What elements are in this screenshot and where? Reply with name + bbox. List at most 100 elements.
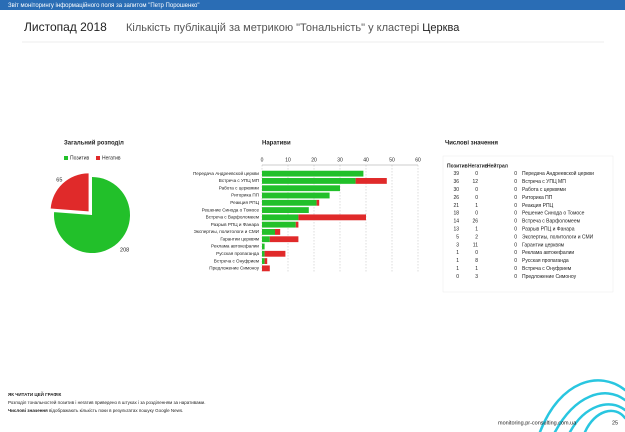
table-number: 36 <box>453 179 459 185</box>
bar-segment <box>262 229 275 235</box>
bar-segment <box>269 236 299 243</box>
table-number: 0 <box>514 266 517 272</box>
legend-label: Позитив <box>70 156 89 162</box>
y-tick-label: Встреча с УПЦ МП <box>219 178 259 183</box>
bar-segment <box>262 250 265 257</box>
y-tick-label: Риторика ПП <box>231 193 259 198</box>
table-number: 0 <box>475 171 478 177</box>
bar-segment <box>262 185 340 192</box>
table-number: 0 <box>514 203 517 209</box>
decoration <box>538 379 625 432</box>
table-number: 0 <box>475 250 478 256</box>
table-label: Гарантии церквям <box>522 242 565 248</box>
table-label: Реакция РПЦ <box>522 203 554 209</box>
x-tick-label: 60 <box>415 157 421 163</box>
bar-segment <box>262 265 270 272</box>
table-number: 11 <box>473 242 478 248</box>
pie-label: 65 <box>56 177 62 183</box>
banner <box>0 0 625 10</box>
banner-text: Звіт моніторингу інформаційного поля за … <box>8 2 200 9</box>
y-tick-label: Экспертиы, политологи и СМИ <box>194 229 259 234</box>
footer-line1: Розподіл тональностей позитив і негатив … <box>8 399 205 405</box>
x-tick-label: 50 <box>389 157 395 163</box>
y-tick-label: Встреча с Варфоломеем <box>206 215 259 220</box>
footer-text: відображають кількість поки в результата… <box>48 408 184 413</box>
footer-bold: Числові значення <box>8 408 48 413</box>
table-number: 0 <box>475 211 478 217</box>
table-label: Разрыв РПЦ и Фанара <box>522 227 575 233</box>
bar-segment <box>264 258 268 264</box>
y-tick-label: Передача Андреевской церкви <box>193 170 259 176</box>
table-label: Риторика ПП <box>522 195 553 201</box>
bar-segment <box>262 214 299 221</box>
x-tick-label: 0 <box>261 157 264 163</box>
bar-segment <box>264 250 286 257</box>
table-label: Предложение Симоноу <box>522 274 577 280</box>
table-number: 30 <box>453 187 459 193</box>
pie-slice <box>50 173 89 212</box>
page-number: 25 <box>612 420 618 426</box>
table-header: Позитив <box>447 163 468 169</box>
bar-segment <box>262 258 265 264</box>
footer-heading: ЯК ЧИТАТИ ЦЕЙ ГРАФІК <box>8 390 62 397</box>
legend-swatch <box>96 156 100 160</box>
legend-swatch <box>64 156 68 160</box>
table-number: 0 <box>514 274 517 280</box>
table-number: 0 <box>514 171 517 177</box>
table-number: 1 <box>475 203 478 209</box>
pie-label: 208 <box>120 248 129 254</box>
bar-title: Наративи <box>262 141 291 147</box>
cluster: Церква <box>422 22 460 34</box>
table-number: 13 <box>453 227 459 233</box>
table-number: 0 <box>514 179 517 185</box>
x-tick-label: 30 <box>337 157 343 163</box>
table-label: Реклама автокефалии <box>522 250 574 256</box>
y-tick-label: Реклама автокефалии <box>211 244 259 249</box>
table-label: Решение Синода о Томосе <box>522 211 585 217</box>
x-tick-label: 40 <box>363 157 369 163</box>
table-number: 0 <box>456 274 459 280</box>
legend-label: Негатив <box>102 156 121 162</box>
bar-segment <box>295 221 299 228</box>
bar-segment <box>262 192 330 199</box>
y-tick-label: Встреча с Онуфрием <box>214 258 259 263</box>
scribble <box>583 409 625 432</box>
table-label: Экспертиы, политологи и СМИ <box>522 234 594 240</box>
bar-segment <box>262 199 317 206</box>
table-number: 0 <box>514 227 517 233</box>
table-number: 0 <box>514 187 517 193</box>
table-title: Числові значення <box>445 141 499 147</box>
table-number: 21 <box>453 203 459 209</box>
x-tick-label: 20 <box>311 157 317 163</box>
title-text: Кількість публікацій за метрикою "Тональ… <box>126 22 422 34</box>
table-frame <box>442 155 614 293</box>
table-number: 2 <box>475 234 478 240</box>
table-number: 1 <box>475 227 478 233</box>
bar-segment <box>262 178 356 184</box>
bar-segment <box>298 214 366 221</box>
table-label: Встреча с Варфоломеем <box>522 219 581 225</box>
table-label: Встреча с УПЦ МП <box>522 179 566 185</box>
y-tick-label: Решение Синода о Томосе <box>202 207 260 212</box>
table-number: 26 <box>453 195 459 201</box>
table-number: 0 <box>514 242 517 248</box>
y-tick-label: Русская пропаганда <box>216 251 259 256</box>
table-label: Работа с церквями <box>522 187 566 193</box>
bar-segment <box>275 229 281 235</box>
table-number: 1 <box>475 266 478 272</box>
table-number: 0 <box>475 195 478 201</box>
footer-line2: Числові значення відображають кількість … <box>8 408 183 413</box>
y-tick-label: Работа с церквями <box>219 185 260 190</box>
table-number: 5 <box>456 234 459 240</box>
period: Листопад 2018 <box>24 20 107 34</box>
table-number: 12 <box>472 179 478 185</box>
table-number: 3 <box>475 274 478 280</box>
pie-slice <box>53 177 130 253</box>
table-label: Встреча с Онуфрием <box>522 266 572 272</box>
table-number: 14 <box>453 219 459 225</box>
table-header: Негатив <box>468 163 488 169</box>
table-number: 3 <box>456 242 459 248</box>
scribble <box>568 403 625 432</box>
table-number: 0 <box>514 234 517 240</box>
